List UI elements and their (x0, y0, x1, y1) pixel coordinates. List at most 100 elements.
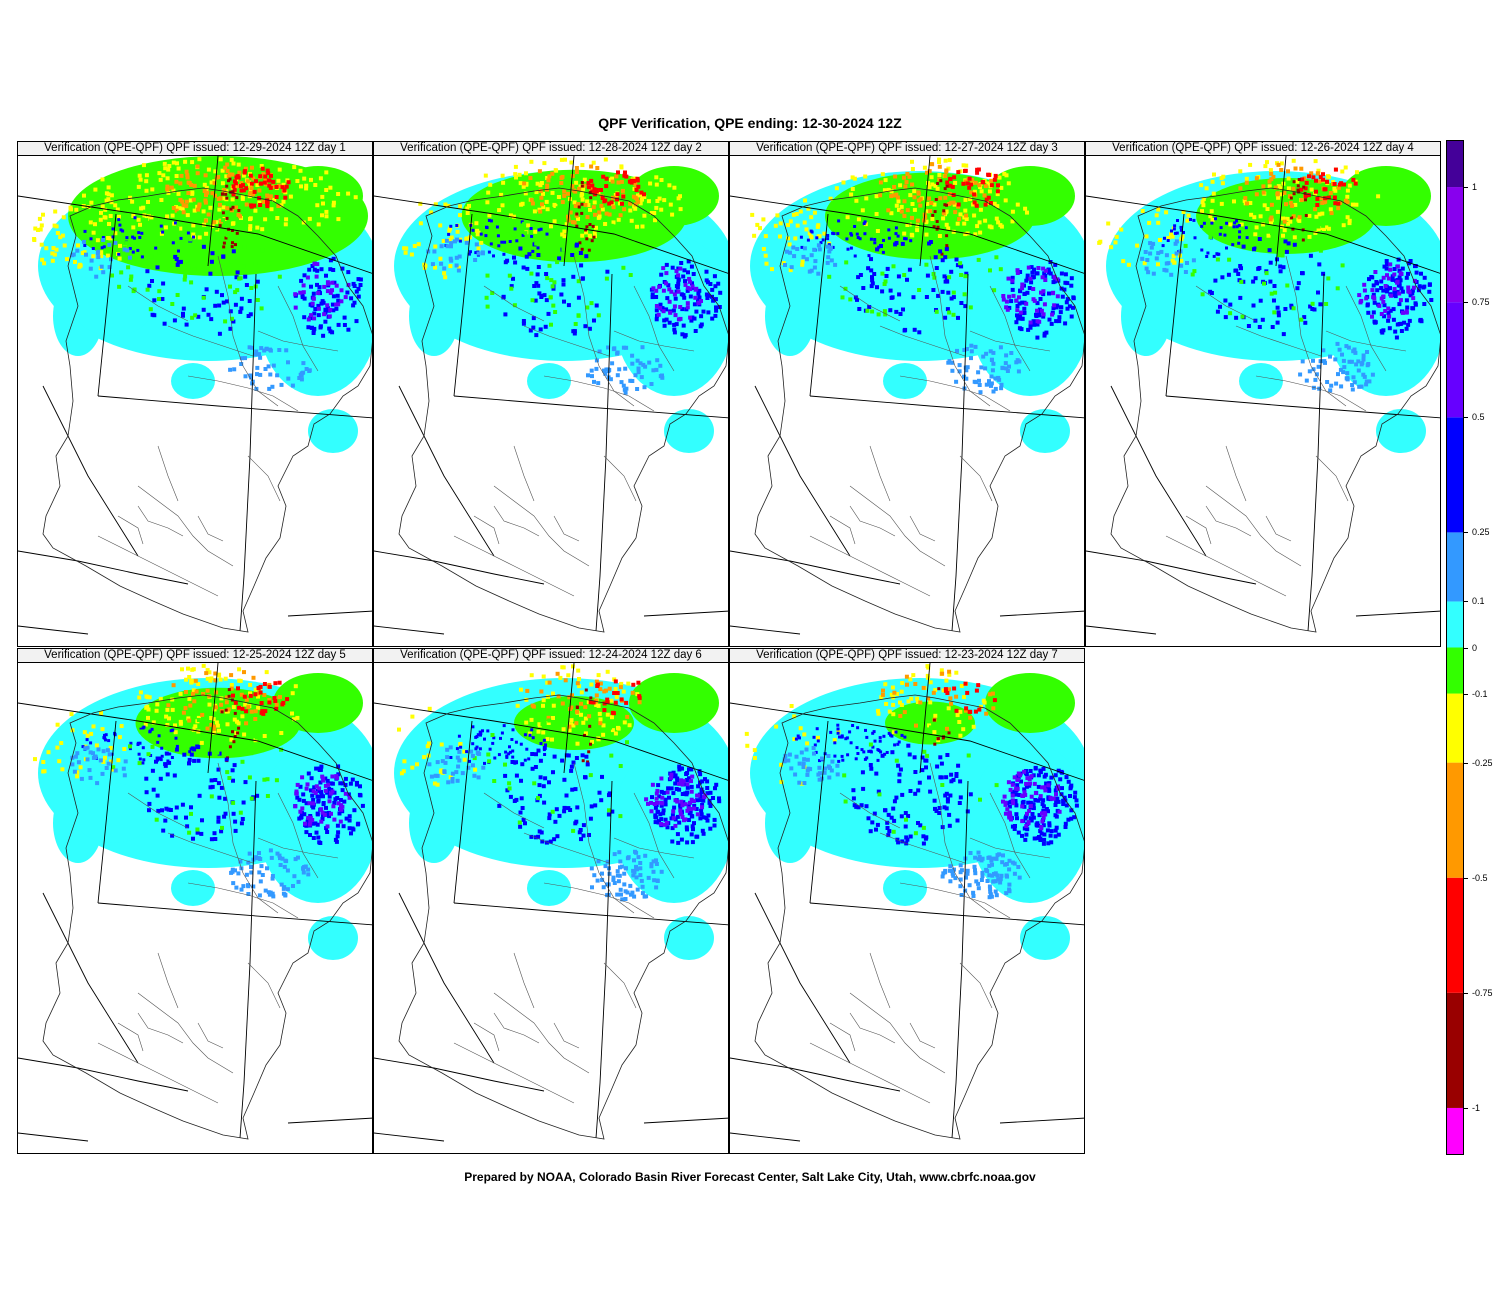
state-boundary-line (18, 550, 189, 585)
qpe-qpf-cell (284, 348, 289, 353)
map-panel-day-4: Verification (QPE-QPF) QPF issued: 12-26… (1085, 141, 1441, 647)
qpe-qpf-cell (899, 703, 904, 707)
qpe-qpf-cell (283, 195, 288, 200)
qpe-qpf-cell (547, 812, 552, 817)
qpe-qpf-cell (331, 804, 336, 809)
qpe-qpf-cell (196, 745, 200, 749)
state-boundary-line (97, 213, 117, 397)
qpe-qpf-cell (1042, 832, 1047, 837)
qpe-qpf-cell (680, 803, 685, 808)
qpe-qpf-cell (244, 872, 249, 877)
qpe-qpf-cell (640, 224, 645, 229)
qpe-qpf-cell (1241, 244, 1246, 249)
qpe-qpf-cell (1253, 276, 1258, 281)
qpe-qpf-cell (956, 170, 961, 175)
qpe-qpf-cell (863, 757, 867, 761)
qpe-qpf-cell (279, 382, 284, 387)
qpe-qpf-cell (76, 760, 81, 765)
qpe-qpf-cell (181, 710, 186, 715)
qpe-qpf-cell (335, 796, 340, 800)
qpe-qpf-cell (909, 232, 914, 237)
qpe-qpf-cell (1113, 240, 1118, 245)
river-line (513, 952, 535, 1009)
qpe-qpf-cell (225, 722, 230, 727)
qpe-qpf-cell (1020, 804, 1025, 809)
qpe-qpf-cell (542, 738, 546, 742)
qpe-qpf-cell (1332, 195, 1337, 200)
qpe-qpf-cell (1402, 320, 1407, 325)
qpe-qpf-cell (455, 229, 460, 234)
qpe-qpf-cell (912, 207, 917, 212)
qpe-qpf-cell (647, 360, 652, 365)
qpe-qpf-cell (1149, 245, 1154, 250)
qpe-qpf-cell (163, 166, 168, 171)
qpe-qpf-cell (450, 779, 455, 784)
qpe-qpf-cell (144, 790, 149, 795)
qpe-qpf-cell (447, 232, 451, 236)
qpe-qpf-cell (1238, 295, 1243, 300)
qpe-qpf-cell (603, 864, 608, 869)
qpe-qpf-area (885, 701, 975, 745)
qpe-qpf-cell (933, 742, 937, 746)
qpe-qpf-cell (883, 279, 888, 284)
qpe-qpf-cell (540, 722, 545, 727)
qpe-qpf-cell (545, 276, 550, 281)
qpe-qpf-cell (560, 200, 565, 205)
qpe-qpf-cell (1335, 341, 1340, 346)
qpe-qpf-cell (680, 307, 685, 312)
qpe-qpf-cell (1056, 768, 1061, 773)
qpe-qpf-cell (1316, 227, 1321, 232)
qpe-qpf-cell (1053, 788, 1058, 793)
qpe-qpf-cell (315, 262, 320, 267)
qpe-qpf-cell (1154, 256, 1159, 261)
qpe-qpf-cell (834, 186, 839, 191)
qpe-qpf-cell (640, 345, 645, 350)
state-boundary-line (754, 892, 851, 1064)
qpe-qpf-cell (1307, 213, 1312, 218)
qpe-qpf-cell (321, 333, 326, 338)
qpe-qpf-cell (1350, 383, 1355, 387)
qpe-qpf-cell (309, 177, 313, 182)
qpe-qpf-cell (319, 301, 324, 306)
qpe-qpf-cell (101, 749, 106, 754)
qpe-qpf-cell (827, 775, 832, 780)
qpe-qpf-cell (576, 313, 581, 318)
qpe-qpf-cell (128, 277, 133, 282)
qpe-qpf-cell (1377, 303, 1382, 308)
qpe-qpf-cell (1314, 372, 1319, 377)
qpe-qpf-cell (1147, 220, 1152, 225)
qpe-qpf-cell (65, 257, 69, 262)
qpe-qpf-cell (247, 775, 252, 780)
qpe-qpf-cell (585, 199, 590, 204)
qpe-qpf-cell (356, 277, 361, 282)
qpe-qpf-cell (957, 217, 962, 222)
qpe-qpf-cell (855, 746, 859, 750)
qpe-qpf-cell (328, 267, 333, 272)
qpe-qpf-cell (1340, 263, 1345, 268)
qpe-qpf-cell (704, 292, 709, 297)
qpe-qpf-cell (550, 190, 555, 195)
qpe-qpf-cell (574, 166, 579, 170)
qpe-qpf-cell (213, 778, 218, 782)
state-boundary-line (1165, 395, 1440, 419)
qpe-qpf-cell (1284, 249, 1289, 254)
qpe-qpf-cell (99, 210, 103, 215)
qpe-qpf-cell (1058, 310, 1063, 315)
river-line (613, 837, 695, 859)
qpe-qpf-cell (1310, 307, 1315, 311)
qpe-qpf-cell (1106, 221, 1111, 226)
qpe-qpf-cell (951, 873, 956, 878)
qpe-qpf-cell (1121, 259, 1126, 264)
qpe-qpf-cell (940, 671, 945, 676)
qpe-qpf-cell (684, 825, 689, 830)
qpe-qpf-cell (1293, 202, 1298, 207)
qpe-qpf-cell (1382, 314, 1387, 319)
qpe-qpf-cell (1252, 215, 1257, 220)
qpe-qpf-cell (169, 185, 174, 190)
qpe-qpf-cell (542, 293, 547, 298)
qpe-qpf-cell (594, 366, 599, 371)
qpe-qpf-cell (591, 190, 596, 195)
qpe-qpf-cell (497, 244, 501, 248)
qpe-qpf-cell (1265, 207, 1270, 211)
state-boundary-line (18, 625, 89, 635)
